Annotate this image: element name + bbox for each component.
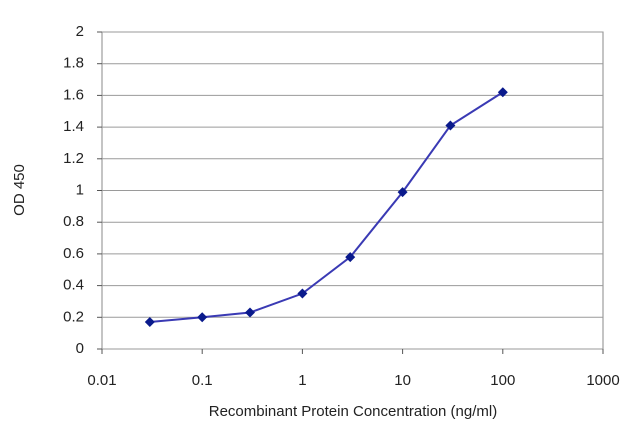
y-tick-label: 0.2 xyxy=(63,308,84,325)
data-point xyxy=(197,312,208,323)
data-point xyxy=(144,317,155,328)
data-line xyxy=(149,91,504,324)
data-point xyxy=(297,288,308,299)
y-tick-label: 1.2 xyxy=(63,150,84,167)
x-tick-label: 1000 xyxy=(586,372,619,389)
x-tick-label: 0.01 xyxy=(87,372,116,389)
x-tick-label: 10 xyxy=(394,372,411,389)
y-tick-label: 2 xyxy=(76,23,84,40)
data-point xyxy=(445,120,456,131)
x-tick-label: 1 xyxy=(298,372,306,389)
x-tick-label: 100 xyxy=(490,372,515,389)
data-point xyxy=(497,87,508,98)
y-tick-label: 0 xyxy=(76,340,84,357)
y-tick-label: 1.6 xyxy=(63,86,84,103)
data-point xyxy=(345,252,356,263)
y-tick-label: 0.4 xyxy=(63,277,84,294)
data-point xyxy=(245,307,256,318)
y-tick-label: 1 xyxy=(76,181,84,198)
y-tick-label: 1.8 xyxy=(63,55,84,72)
y-tick-label: 0.6 xyxy=(63,245,84,262)
y-tick-label: 0.8 xyxy=(63,213,84,230)
y-tick-label: 1.4 xyxy=(63,118,84,135)
y-axis-label: OD 450 xyxy=(11,164,28,216)
x-axis-label: Recombinant Protein Concentration (ng/ml… xyxy=(209,403,497,420)
data-point xyxy=(397,187,408,198)
x-tick-label: 0.1 xyxy=(192,372,213,389)
